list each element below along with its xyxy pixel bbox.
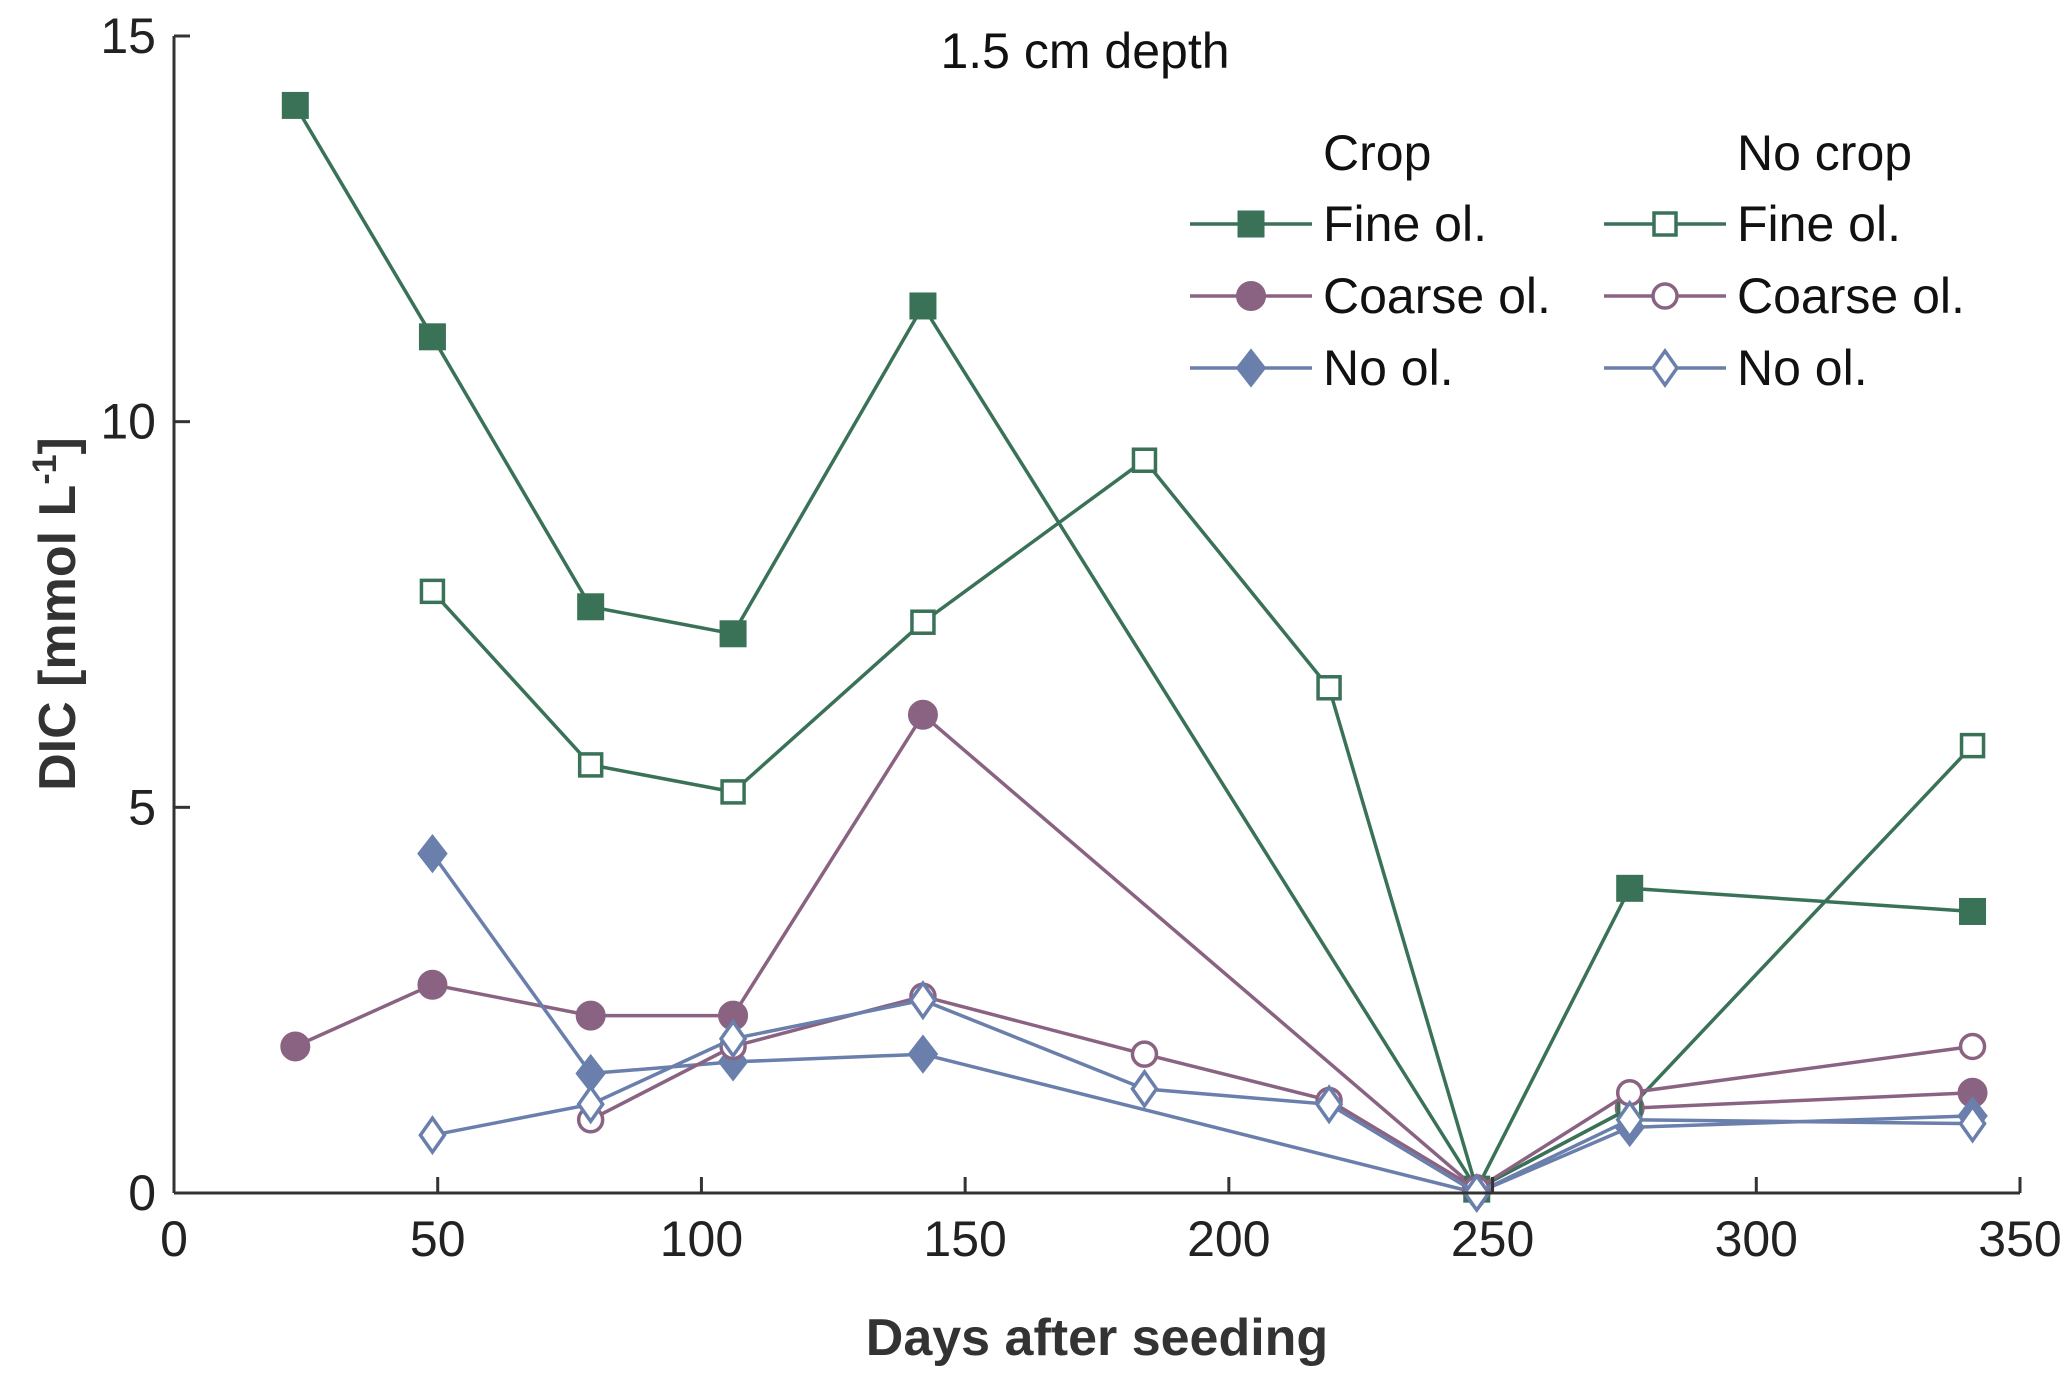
data-point-crop-fine-ol-4 [909, 292, 937, 320]
x-tick-label-150: 150 [923, 1211, 1006, 1267]
y-tick-label-15: 15 [100, 8, 156, 64]
legend-header-crop: Crop [1323, 125, 1431, 181]
data-point-crop-fine-ol-0 [281, 91, 309, 119]
legend-marker-no-crop-fine-ol [1652, 211, 1678, 237]
series-crop-no-ol [417, 833, 1988, 1213]
data-point-crop-coarse-ol-2 [575, 1000, 606, 1031]
data-point-no-crop-fine-ol-0 [419, 578, 446, 605]
data-point-no-crop-fine-ol-5 [1316, 675, 1342, 701]
y-axis-title-close: ] [29, 437, 87, 454]
series-no-crop-fine-ol [419, 447, 1986, 1202]
series-crop-fine-ol [281, 91, 1987, 1203]
data-point-no-crop-no-ol-7 [1615, 1099, 1644, 1140]
series-line-no-crop-coarse-ol [589, 994, 1973, 1192]
series-line-no-crop-no-ol [432, 998, 1973, 1195]
data-point-no-crop-no-ol-5 [1314, 1084, 1344, 1125]
data-point-no-crop-fine-ol-4 [1131, 447, 1158, 473]
legend: Crop No crop Fine ol. Coarse ol. No ol. Fin… [1190, 125, 1965, 396]
data-point-no-crop-coarse-ol-7 [1958, 1032, 1987, 1061]
data-point-crop-fine-ol-7 [1959, 897, 1987, 925]
series-no-crop-coarse-ol [576, 982, 1987, 1203]
data-point-crop-no-ol-0 [417, 833, 448, 874]
legend-label-crop-fine-ol: Fine ol. [1323, 196, 1487, 252]
legend-label-crop-no-ol: No ol. [1323, 340, 1454, 396]
data-point-crop-fine-ol-6 [1616, 874, 1644, 902]
data-point-crop-fine-ol-2 [577, 593, 605, 621]
legend-entry-no-crop-fine-ol: Fine ol. [1604, 196, 1901, 252]
legend-marker-no-crop-coarse-ol [1651, 282, 1679, 310]
legend-entry-no-crop-coarse-ol: Coarse ol. [1604, 268, 1965, 324]
legend-label-crop-coarse-ol: Coarse ol. [1323, 268, 1551, 324]
x-tick-label-200: 200 [1187, 1211, 1270, 1267]
x-tick-label-50: 50 [410, 1211, 466, 1267]
x-tick-label-100: 100 [660, 1211, 743, 1267]
data-point-no-crop-no-ol-3 [908, 980, 938, 1021]
legend-marker-no-crop-no-ol [1650, 347, 1680, 389]
x-tick-label-350: 350 [1978, 1211, 2061, 1267]
x-tick-label-0: 0 [160, 1211, 188, 1267]
data-point-no-crop-no-ol-8 [1958, 1103, 1987, 1144]
series-line-no-crop-fine-ol [431, 457, 1974, 1192]
legend-marker-crop-coarse-ol [1236, 281, 1266, 311]
y-axis-title-main: DIC [mmol L [29, 485, 87, 791]
legend-entry-crop-no-ol: No ol. [1190, 340, 1454, 396]
series-line-crop-fine-ol [293, 104, 1973, 1193]
x-tick-label-300: 300 [1715, 1211, 1798, 1267]
series-crop-coarse-ol [280, 699, 1988, 1205]
x-axis-title: Days after seeding [866, 1309, 1328, 1367]
chart-title: 1.5 cm depth [940, 23, 1229, 79]
series-line-crop-coarse-ol [294, 712, 1973, 1192]
plot-area [280, 91, 1988, 1214]
legend-label-no-crop-coarse-ol: Coarse ol. [1737, 268, 1965, 324]
y-tick-label-0: 0 [128, 1165, 156, 1221]
data-point-no-crop-no-ol-0 [418, 1115, 447, 1156]
data-point-no-crop-no-ol-4 [1130, 1068, 1159, 1109]
legend-label-no-crop-fine-ol: Fine ol. [1737, 196, 1901, 252]
data-point-crop-fine-ol-1 [418, 323, 446, 351]
legend-entry-crop-fine-ol: Fine ol. [1190, 196, 1487, 252]
data-point-crop-coarse-ol-4 [907, 699, 938, 730]
data-point-crop-coarse-ol-1 [417, 969, 448, 1000]
data-point-no-crop-fine-ol-3 [910, 609, 936, 635]
series-line-crop-no-ol [430, 852, 1973, 1195]
legend-header-no-crop: No crop [1737, 125, 1912, 181]
tick-group: 0 50 100 150 200 250 300 350 0 5 10 15 [100, 8, 2061, 1267]
legend-entry-no-crop-no-ol: No ol. [1604, 340, 1868, 396]
data-point-no-crop-fine-ol-1 [577, 752, 604, 778]
y-axis-title: DIC [mmol L-1] [26, 437, 87, 791]
data-point-no-crop-no-ol-1 [576, 1084, 605, 1125]
data-point-crop-coarse-ol-0 [280, 1031, 311, 1062]
legend-entry-crop-coarse-ol: Coarse ol. [1190, 268, 1551, 324]
series-no-crop-no-ol [418, 980, 1987, 1214]
legend-marker-crop-fine-ol [1237, 210, 1265, 238]
axes [172, 36, 2020, 1195]
y-tick-label-10: 10 [100, 394, 156, 450]
data-point-crop-fine-ol-3 [719, 620, 747, 648]
legend-marker-crop-no-ol [1235, 348, 1267, 388]
y-axis-title-superscript: -1 [26, 454, 64, 484]
y-tick-label-5: 5 [128, 779, 156, 835]
data-point-no-crop-no-ol-2 [718, 1018, 748, 1059]
legend-label-no-crop-no-ol: No ol. [1737, 340, 1868, 396]
data-point-no-crop-fine-ol-2 [720, 779, 746, 805]
data-point-no-crop-fine-ol-8 [1959, 732, 1986, 759]
data-point-crop-no-ol-3 [907, 1034, 939, 1074]
x-tick-label-250: 250 [1451, 1211, 1534, 1267]
data-point-no-crop-coarse-ol-3 [1130, 1040, 1159, 1068]
